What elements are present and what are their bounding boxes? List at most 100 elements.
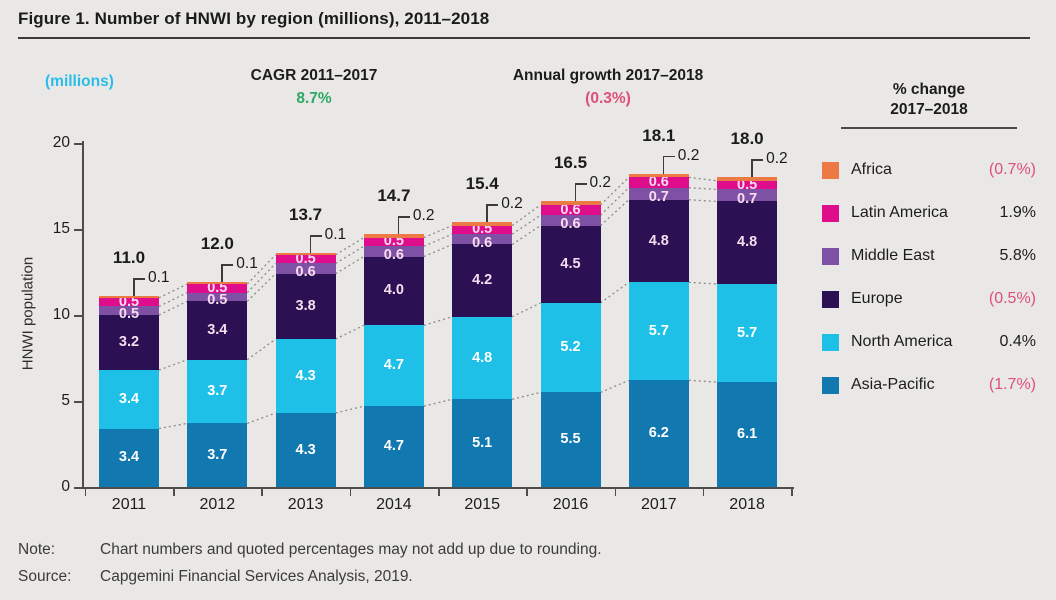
legend-item-asia-pacific: Asia-Pacific (1.7%) [822,376,1036,394]
x-tick-label-2017: 2017 [641,496,677,513]
bar-segment-middle-east-2017 [628,187,689,200]
y-axis-unit-label: (millions) [45,73,114,90]
africa-callout-line [309,235,322,237]
bar-segment-africa-2018 [717,177,778,181]
y-tick-label: 20 [52,134,70,151]
bar-segment-north-america-2013 [275,339,336,414]
x-tick-mark [173,489,175,496]
y-axis [82,141,84,487]
bar-segment-middle-east-2012 [187,292,248,302]
bar-total-label: 16.5 [553,153,588,173]
note-row: Note: Chart numbers and quoted percentag… [18,541,602,559]
legend-item-middle-east: Middle East 5.8% [822,247,1036,265]
bar-segment-north-america-2015 [452,316,513,400]
x-tick-mark [702,489,705,496]
bar-segment-middle-east-2013 [275,263,336,274]
africa-callout-line [221,264,223,283]
bar-segment-asia-pacific-2015 [452,399,513,487]
annual-growth-label: Annual growth 2017–2018 [512,67,704,84]
bar-segment-north-america-2018 [717,284,778,383]
bar-segment-europe-2016 [540,225,601,303]
africa-callout-line [486,204,488,223]
bar-segment-africa-2016 [540,201,601,205]
africa-callout-line [133,278,145,280]
bar-segment-latin-america-2011 [99,297,159,307]
x-tick-mark [438,489,440,496]
bar-total-label: 18.1 [642,125,676,145]
bar-segment-middle-east-2014 [363,246,424,257]
bar-segment-africa-2011 [99,296,159,298]
africa-callout-label: 0.2 [501,195,523,213]
annual-growth-value: (0.3%) [585,90,631,107]
bar-segment-africa-2013 [275,253,336,255]
bar-segment-asia-pacific-2012 [187,423,248,487]
bar-total-label: 14.7 [377,186,411,206]
bar-segment-north-america-2014 [363,325,424,407]
x-tick-mark [261,489,263,496]
bar-segment-europe-2017 [628,199,689,283]
figure-title: Figure 1. Number of HNWI by region (mill… [18,9,490,28]
legend-label: Latin America [851,204,948,221]
bar-segment-asia-pacific-2016 [540,392,601,487]
x-tick-label-2013: 2013 [287,496,324,513]
africa-callout-line [221,264,234,266]
x-tick-label-2018: 2018 [729,496,765,513]
legend-change-value: (0.7%) [988,161,1036,178]
africa-callout-line [133,278,135,297]
cagr-value: 8.7% [296,90,332,107]
legend-change-value: 1.9% [999,204,1036,221]
y-axis-title: HNWI population [19,256,37,371]
x-tick-mark [614,489,617,496]
africa-callout-label: 0.2 [589,174,612,192]
title-divider [18,37,1030,39]
x-tick-mark [349,489,352,496]
legend-item-europe: Europe (0.5%) [822,290,1036,308]
bar-segment-europe-2012 [187,301,248,360]
africa-callout-line [486,204,499,206]
x-tick-label-2012: 2012 [199,496,236,513]
bar-segment-asia-pacific-2013 [275,413,336,487]
note-text: Chart numbers and quoted percentages may… [100,541,602,558]
bar-segment-latin-america-2012 [187,284,248,293]
bar-segment-north-america-2017 [628,282,689,381]
x-tick-label-2016: 2016 [552,496,589,513]
cagr-annotation: CAGR 2011–2017 8.7% [214,66,414,109]
africa-callout-label: 0.1 [148,269,170,287]
legend-label: Middle East [851,247,935,264]
bar-segment-asia-pacific-2014 [363,406,424,487]
bar-total-label: 18.0 [730,129,764,149]
legend-swatch [822,333,839,351]
y-tick-mark [74,487,82,489]
bar-segment-africa-2012 [187,282,248,285]
africa-callout-line [751,159,753,178]
bar-segment-latin-america-2015 [452,225,513,235]
legend-change-value: (0.5%) [988,290,1036,307]
bar-segment-europe-2015 [452,244,513,317]
africa-callout-label: 0.1 [324,226,347,244]
legend-swatch [822,161,839,179]
bar-segment-africa-2017 [628,173,689,178]
y-tick-mark [74,143,82,145]
africa-callout-line [574,183,576,202]
bar-segment-latin-america-2013 [275,254,336,264]
bar-segment-latin-america-2014 [363,237,424,247]
bar-segment-middle-east-2016 [540,215,601,226]
bar-total-label: 11.0 [112,248,146,268]
legend-header-line1: % change [892,81,966,98]
legend-items: Africa (0.7%) Latin America 1.9% Middle East… [822,161,1036,394]
bar-segment-europe-2013 [275,273,336,340]
bar-segment-north-america-2012 [187,359,248,424]
y-tick-mark [74,315,82,317]
bar-segment-africa-2014 [363,234,424,238]
bar-segment-latin-america-2017 [628,177,689,188]
bar-segment-europe-2014 [363,256,424,326]
x-tick-label-2015: 2015 [464,496,500,513]
legend-swatch [822,204,839,222]
bar-segment-asia-pacific-2011 [99,428,159,487]
x-tick-mark [526,489,528,496]
bar-segment-europe-2018 [717,201,778,285]
y-tick-mark [74,229,82,231]
africa-callout-label: 0.1 [236,255,258,273]
annual-growth-annotation: Annual growth 2017–2018 (0.3%) [488,66,728,109]
